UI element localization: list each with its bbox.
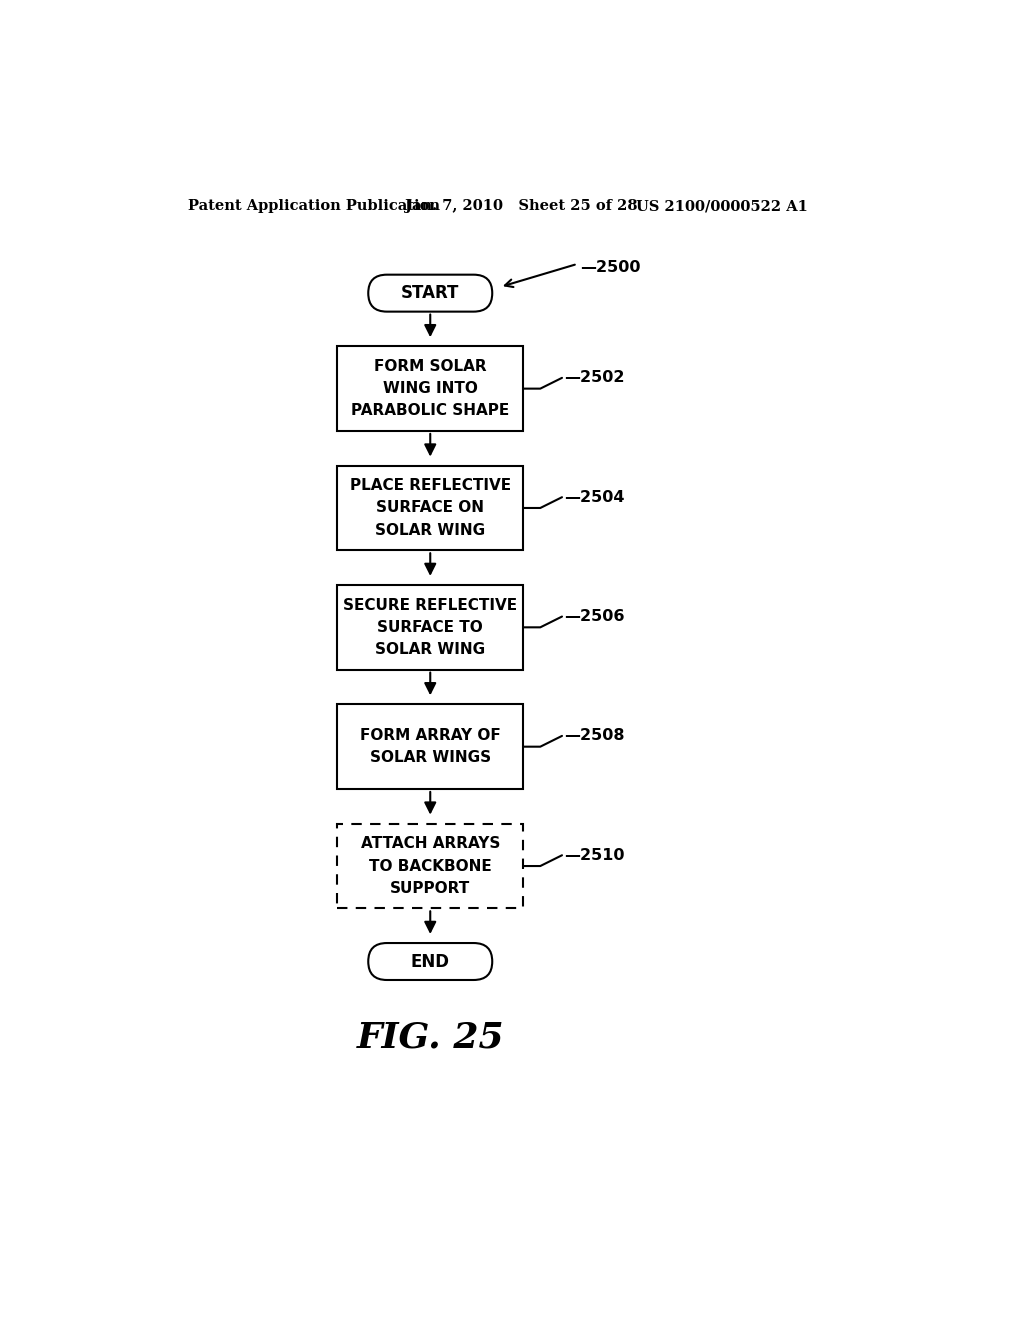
- Text: US 2100/0000522 A1: US 2100/0000522 A1: [636, 199, 808, 213]
- FancyBboxPatch shape: [337, 346, 523, 430]
- Text: —2506: —2506: [564, 609, 625, 624]
- Text: —2508: —2508: [564, 729, 625, 743]
- Text: —2500: —2500: [581, 260, 641, 276]
- FancyBboxPatch shape: [369, 275, 493, 312]
- FancyBboxPatch shape: [337, 585, 523, 669]
- Text: Jan. 7, 2010   Sheet 25 of 28: Jan. 7, 2010 Sheet 25 of 28: [406, 199, 638, 213]
- Text: START: START: [401, 284, 460, 302]
- Text: —2504: —2504: [564, 490, 625, 504]
- Text: —2502: —2502: [564, 371, 625, 385]
- FancyBboxPatch shape: [337, 824, 523, 908]
- Text: END: END: [411, 953, 450, 970]
- FancyBboxPatch shape: [337, 705, 523, 789]
- Text: SECURE REFLECTIVE
SURFACE TO
SOLAR WING: SECURE REFLECTIVE SURFACE TO SOLAR WING: [343, 598, 517, 657]
- Text: —2510: —2510: [564, 847, 625, 863]
- Text: FORM SOLAR
WING INTO
PARABOLIC SHAPE: FORM SOLAR WING INTO PARABOLIC SHAPE: [351, 359, 509, 418]
- Text: PLACE REFLECTIVE
SURFACE ON
SOLAR WING: PLACE REFLECTIVE SURFACE ON SOLAR WING: [349, 478, 511, 537]
- Text: ATTACH ARRAYS
TO BACKBONE
SUPPORT: ATTACH ARRAYS TO BACKBONE SUPPORT: [360, 837, 500, 896]
- Text: FIG. 25: FIG. 25: [356, 1020, 504, 1055]
- Text: Patent Application Publication: Patent Application Publication: [188, 199, 440, 213]
- Text: FORM ARRAY OF
SOLAR WINGS: FORM ARRAY OF SOLAR WINGS: [359, 729, 501, 766]
- FancyBboxPatch shape: [337, 466, 523, 550]
- FancyBboxPatch shape: [369, 942, 493, 979]
